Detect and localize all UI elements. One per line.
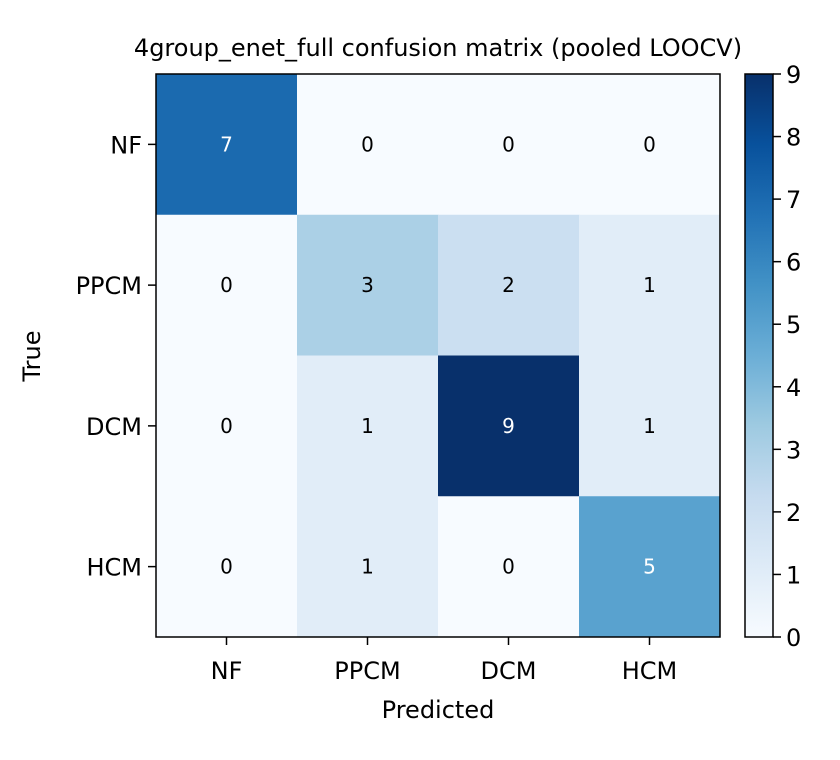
y-tick-label: PPCM <box>76 272 142 300</box>
chart-title: 4group_enet_full confusion matrix (poole… <box>134 34 742 62</box>
colorbar-tick-label: 2 <box>786 499 801 527</box>
colorbar-tick-label: 1 <box>786 561 801 589</box>
heatmap-cell-1-0 <box>156 214 298 356</box>
y-tick-label: DCM <box>86 413 142 441</box>
heatmap-cell-2-1 <box>297 355 439 497</box>
heatmap-cell-2-2 <box>438 355 580 497</box>
heatmap-cell-0-0 <box>156 74 298 216</box>
cell-value-label-0-3: 0 <box>643 132 656 156</box>
cell-value-label-1-1: 3 <box>361 273 374 297</box>
colorbar-tick-label: 7 <box>786 186 801 214</box>
heatmap-cell-1-1 <box>297 214 439 356</box>
colorbar-tick-label: 6 <box>786 249 801 277</box>
colorbar-tick-label: 9 <box>786 61 801 89</box>
colorbar-tick-label: 3 <box>786 436 801 464</box>
colorbar <box>744 73 774 638</box>
x-tick-label: PPCM <box>334 657 400 685</box>
heatmap-cell-3-0 <box>156 496 298 638</box>
x-tick-label: DCM <box>481 657 537 685</box>
colorbar-tick-label: 4 <box>786 374 801 402</box>
heatmap-cell-0-1 <box>297 74 439 216</box>
heatmap-cell-0-3 <box>579 74 721 216</box>
cell-value-label-2-2: 9 <box>502 414 515 438</box>
cell-value-label-2-1: 1 <box>361 414 374 438</box>
heatmap-cell-0-2 <box>438 74 580 216</box>
heatmap-cell-2-0 <box>156 355 298 497</box>
heatmap-cell-2-3 <box>579 355 721 497</box>
heatmap-cell-labels: 7 0 0 0 0 3 2 1 0 1 9 1 0 1 0 5 <box>220 132 656 578</box>
colorbar-ticks: 0 1 2 3 4 5 6 7 8 9 <box>773 61 801 652</box>
cell-value-label-0-1: 0 <box>361 132 374 156</box>
cell-value-label-1-2: 2 <box>502 273 515 297</box>
y-axis-ticks: NF PPCM DCM HCM <box>76 131 156 582</box>
y-tick-label: HCM <box>86 554 142 582</box>
colorbar-tick-label: 5 <box>786 311 801 339</box>
cell-value-label-2-0: 0 <box>220 414 233 438</box>
plot-frame <box>155 73 721 638</box>
y-axis-label: True <box>18 331 46 383</box>
heatmap-cell-1-3 <box>579 214 721 356</box>
cell-value-label-0-0: 7 <box>220 132 233 156</box>
cell-value-label-1-3: 1 <box>643 273 656 297</box>
heatmap-cell-3-3 <box>579 496 721 638</box>
cell-value-label-0-2: 0 <box>502 132 515 156</box>
cell-value-label-3-2: 0 <box>502 555 515 579</box>
colorbar-tick-label: 8 <box>786 124 801 152</box>
cell-value-label-2-3: 1 <box>643 414 656 438</box>
x-tick-label: HCM <box>622 657 678 685</box>
cell-value-label-3-0: 0 <box>220 555 233 579</box>
cell-value-label-1-0: 0 <box>220 273 233 297</box>
cell-value-label-3-3: 5 <box>643 555 656 579</box>
x-axis-ticks: NF PPCM DCM HCM <box>211 637 678 685</box>
x-tick-label: NF <box>211 657 243 685</box>
x-axis-label: Predicted <box>382 696 495 724</box>
colorbar-tick-label: 0 <box>786 624 801 652</box>
heatmap-cell-3-1 <box>297 496 439 638</box>
heatmap-cells <box>156 74 721 638</box>
heatmap-cell-1-2 <box>438 214 580 356</box>
heatmap-cell-3-2 <box>438 496 580 638</box>
y-tick-label: NF <box>110 131 142 159</box>
cell-value-label-3-1: 1 <box>361 555 374 579</box>
